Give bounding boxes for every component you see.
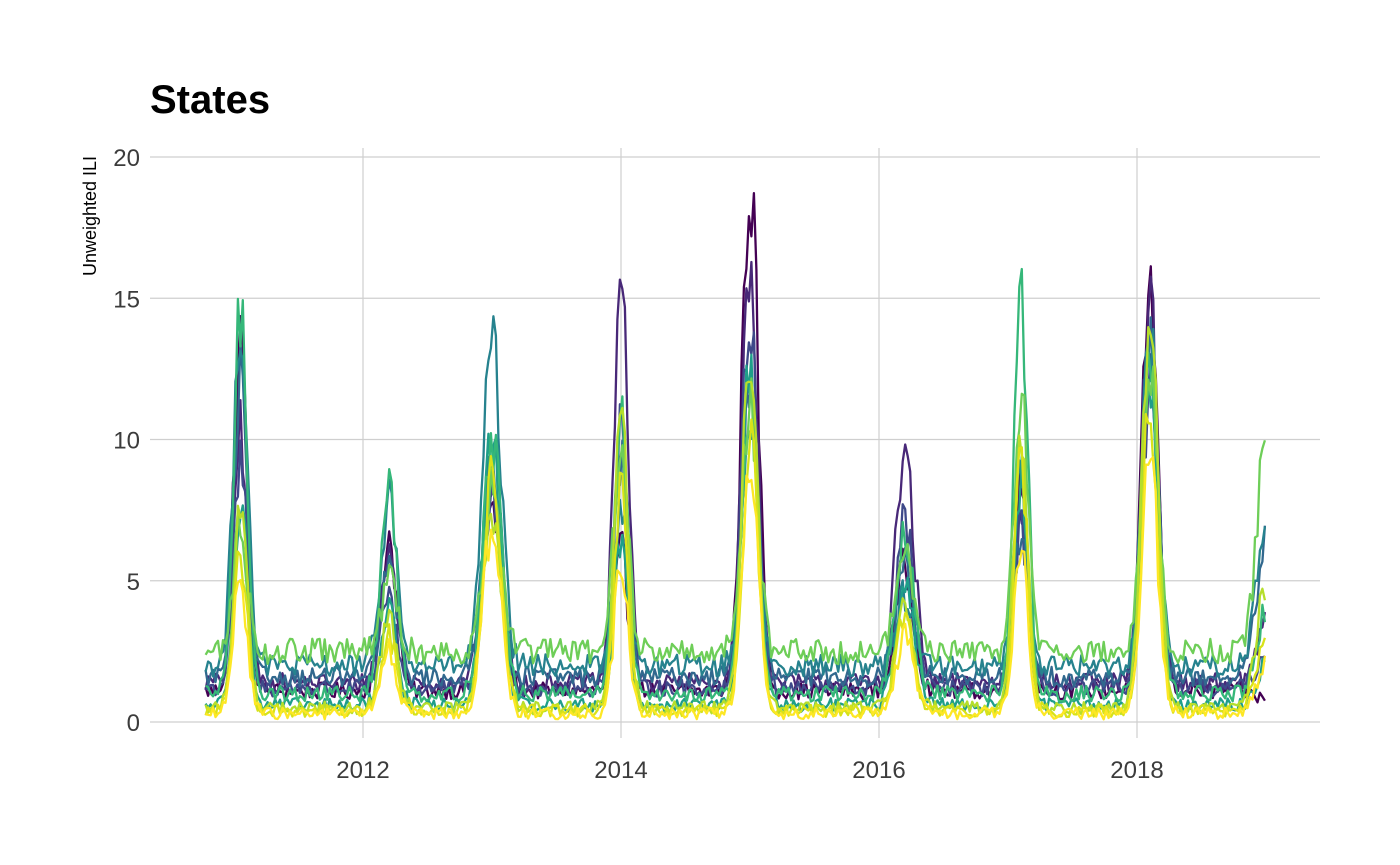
- x-tick-label: 2012: [336, 757, 389, 784]
- y-tick-label: 20: [113, 145, 140, 172]
- y-tick-label: 15: [113, 286, 140, 313]
- x-tick-label: 2016: [852, 757, 905, 784]
- y-tick-label: 10: [113, 428, 140, 455]
- state-series-line: [205, 456, 1267, 721]
- gridlines: [150, 148, 1320, 738]
- x-tick-label: 2018: [1110, 757, 1163, 784]
- state-series-line: [204, 365, 1267, 666]
- state-series-line: [205, 267, 1267, 703]
- state-series-line: [204, 315, 1267, 678]
- x-tick-label: 2014: [594, 757, 647, 784]
- chart-title: States: [150, 78, 270, 122]
- y-axis-ticks: 0 5 10 15 20: [113, 145, 140, 737]
- y-axis-label: Unweighted ILI: [80, 156, 100, 276]
- series-lines: [204, 192, 1267, 721]
- x-axis-ticks: 2012 2014 2016 2018: [336, 757, 1163, 784]
- y-tick-label: 0: [127, 710, 140, 737]
- y-tick-label: 5: [127, 569, 140, 596]
